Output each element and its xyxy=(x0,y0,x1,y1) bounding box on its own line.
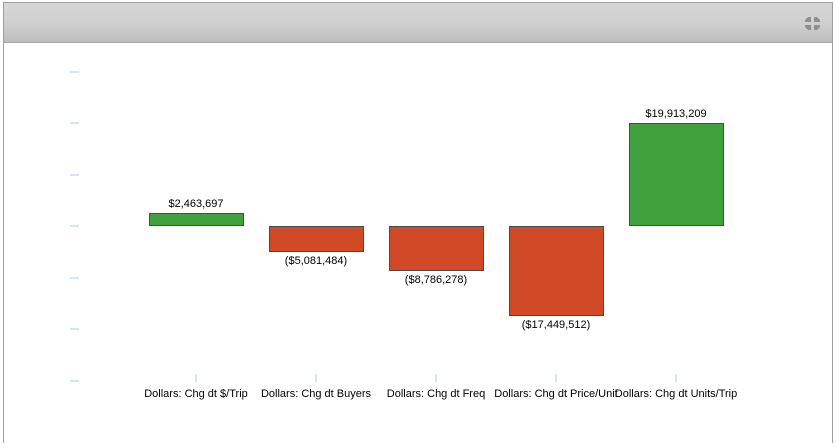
x-axis-tick xyxy=(555,374,557,382)
bar[interactable] xyxy=(508,226,604,316)
chart-widget-panel: $2,463,697 Dollars: Chg dt $/Trip ($5,081,… xyxy=(3,2,833,443)
x-axis-tick xyxy=(435,374,437,382)
y-axis-tick xyxy=(70,277,79,279)
y-axis-tick xyxy=(70,174,79,176)
bar[interactable] xyxy=(148,213,244,226)
y-axis-tick xyxy=(70,328,79,330)
maximize-icon-glyph xyxy=(804,16,820,30)
bar-value-label: ($8,786,278) xyxy=(404,274,468,286)
y-axis-tick xyxy=(70,122,79,124)
x-axis-label: Dollars: Chg dt $/Trip xyxy=(144,388,248,400)
y-axis-tick xyxy=(70,380,79,382)
x-axis-tick xyxy=(675,374,677,382)
y-axis-tick xyxy=(70,71,79,73)
x-axis-label: Dollars: Chg dt Price/Unit xyxy=(494,388,618,400)
maximize-icon[interactable] xyxy=(801,12,823,34)
y-axis-tick xyxy=(70,225,79,227)
bar-value-label: ($17,449,512) xyxy=(521,319,591,331)
x-axis-label: Dollars: Chg dt Buyers xyxy=(260,388,372,400)
bar-value-label: $2,463,697 xyxy=(168,198,224,210)
bar[interactable] xyxy=(628,123,724,226)
bar[interactable] xyxy=(388,226,484,271)
panel-header xyxy=(4,3,832,43)
x-axis-tick xyxy=(195,374,197,382)
bar-value-label: $19,913,209 xyxy=(645,108,707,120)
x-axis-label: Dollars: Chg dt Units/Trip xyxy=(614,388,738,400)
x-axis-label: Dollars: Chg dt Freq xyxy=(386,388,486,400)
bar-chart: $2,463,697 Dollars: Chg dt $/Trip ($5,081,… xyxy=(4,43,832,443)
x-axis-tick xyxy=(315,374,317,382)
bar[interactable] xyxy=(268,226,364,252)
bar-value-label: ($5,081,484) xyxy=(284,255,348,267)
